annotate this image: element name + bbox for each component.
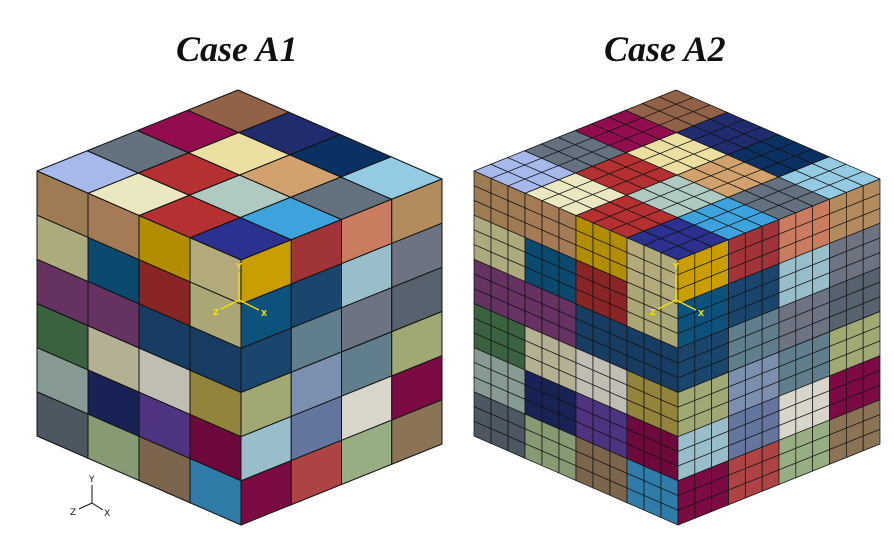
global-y-label: Y [88, 475, 95, 485]
case-a2-title: Case A2 [604, 29, 726, 69]
local-z-label: Z [650, 308, 656, 317]
global-x-label: X [104, 509, 110, 519]
cube-a1: Y X Z [36, 89, 443, 526]
global-z-axis-line [78, 502, 93, 510]
top-face-cell [658, 89, 694, 105]
local-x-axis-line [675, 299, 697, 311]
local-z-label: Z [213, 308, 219, 317]
cube-a2: Y X Z [473, 89, 881, 526]
local-x-label: X [698, 309, 705, 318]
local-y-label: Y [672, 262, 679, 271]
local-z-axis-line [220, 299, 240, 310]
local-x-axis-line [238, 299, 260, 311]
top-face-cell [187, 89, 290, 133]
right-face-cell [862, 428, 881, 452]
case-a1-title: Case A1 [176, 29, 298, 69]
global-axis-triad: Y X Z [70, 475, 110, 519]
global-x-axis-line [91, 502, 104, 511]
local-y-label: Y [235, 262, 242, 271]
global-z-label: Z [70, 508, 76, 518]
local-z-axis-line [657, 299, 677, 310]
local-x-label: X [261, 309, 268, 318]
right-face-cell [391, 399, 443, 465]
